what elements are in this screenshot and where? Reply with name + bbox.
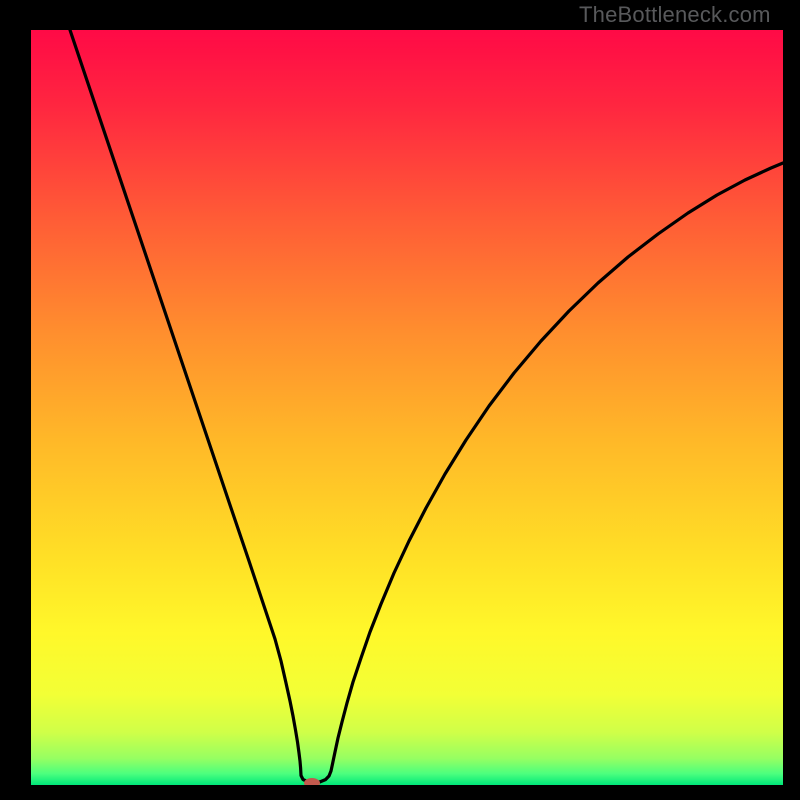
plot-area xyxy=(31,30,783,785)
figure-root: TheBottleneck.com xyxy=(0,0,800,800)
frame-border-left xyxy=(0,0,31,800)
frame-border-right xyxy=(783,0,800,800)
plot-svg xyxy=(31,30,783,785)
watermark-text: TheBottleneck.com xyxy=(579,2,771,28)
frame-border-bottom xyxy=(0,785,800,800)
gradient-background xyxy=(31,30,783,785)
